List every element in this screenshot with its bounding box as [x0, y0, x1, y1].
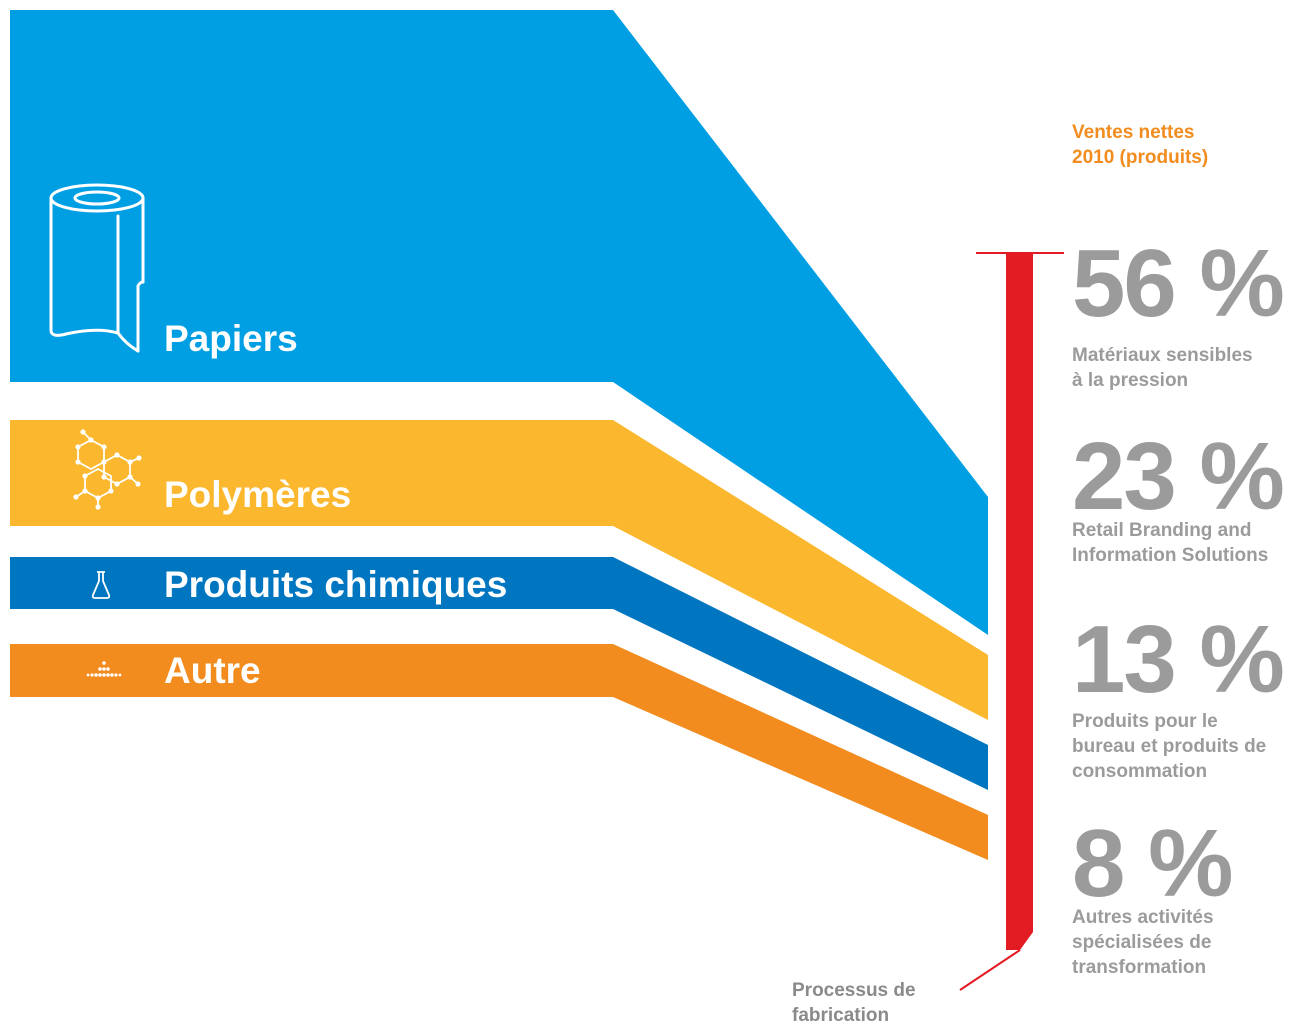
band-label-produits-chimiques: Produits chimiques [164, 564, 508, 605]
stat-label: Retail Branding and Information Solution… [1072, 519, 1269, 566]
stat-block-3: 13 % Produits pour le bureau et produits… [1072, 606, 1315, 784]
band-label-autre: Autre [164, 650, 261, 691]
flask-icon [91, 571, 111, 599]
stat-percent: 23 % [1072, 423, 1285, 530]
stat-label: Produits pour le bureau et produits de c… [1072, 710, 1267, 782]
stat-block-1: 56 % Matériaux sensibles à la pression [1072, 230, 1315, 393]
stat-percent: 13 % [1072, 606, 1285, 713]
paper-roll-icon [49, 183, 145, 353]
band-papiers [10, 10, 988, 635]
stat-block-4: 8 % Autres activités spécialisées de tra… [1072, 810, 1315, 980]
stat-percent: 8 % [1072, 810, 1233, 917]
process-bar [1006, 253, 1033, 950]
band-autre [10, 644, 988, 860]
molecule-icon [73, 429, 142, 510]
band-produits-chimiques [10, 557, 988, 790]
dots-icon [86, 661, 122, 677]
band-label-papiers: Papiers [164, 318, 298, 359]
band-polymeres [10, 420, 988, 720]
sales-heading: Ventes nettes 2010 (produits) [1072, 122, 1209, 168]
process-label: Processus de fabrication [792, 980, 916, 1026]
stat-label: Matériaux sensibles à la pression [1072, 344, 1253, 391]
band-label-polymeres: Polymères [164, 474, 352, 515]
stat-block-2: 23 % Retail Branding and Information Sol… [1072, 423, 1315, 568]
process-connector-line [959, 949, 1021, 991]
stat-label: Autres activités spécialisées de transfo… [1072, 906, 1214, 978]
stat-percent: 56 % [1072, 230, 1285, 337]
